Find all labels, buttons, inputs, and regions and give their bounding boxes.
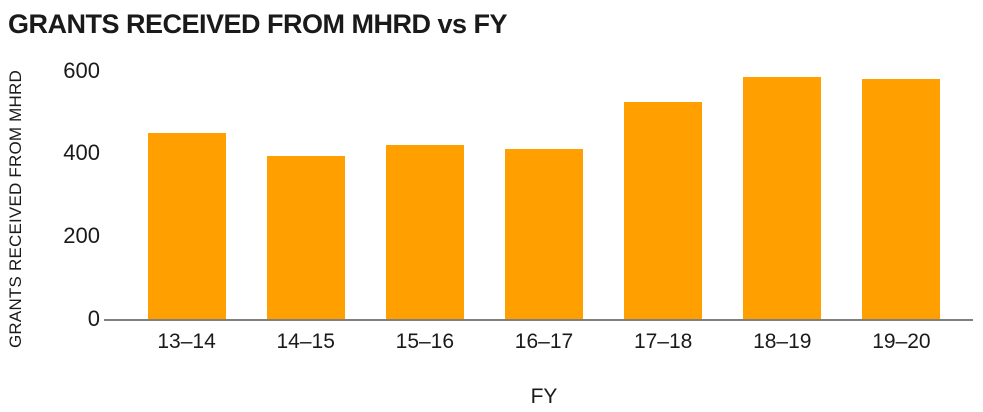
bar-15–16 xyxy=(385,145,464,319)
bar-13–14 xyxy=(147,132,226,319)
x-axis-title: FY xyxy=(530,385,558,408)
bar-17–18 xyxy=(624,101,703,319)
x-tick-label-14–15: 14–15 xyxy=(276,330,335,353)
bar-14–15 xyxy=(266,155,345,319)
bar-19–20 xyxy=(862,78,941,319)
x-axis-line xyxy=(104,319,973,321)
bar-18–19 xyxy=(743,76,822,319)
y-tick-label-400: 400 xyxy=(63,140,100,166)
x-tick-label-19–20: 19–20 xyxy=(872,330,931,353)
y-tick-label-600: 600 xyxy=(63,57,100,83)
x-tick-label-13–14: 13–14 xyxy=(157,330,216,353)
x-tick-label-17–18: 17–18 xyxy=(633,330,693,353)
chart-title: GRANTS RECEIVED FROM MHRD vs FY xyxy=(8,9,508,39)
x-tick-label-15–16: 15–16 xyxy=(395,330,455,353)
x-tick-label-16–17: 16–17 xyxy=(514,330,574,353)
y-tick-label-0: 0 xyxy=(87,306,100,331)
x-tick-label-18–19: 18–19 xyxy=(753,330,812,353)
y-tick-label-200: 200 xyxy=(63,223,100,249)
bar-16–17 xyxy=(505,149,583,319)
